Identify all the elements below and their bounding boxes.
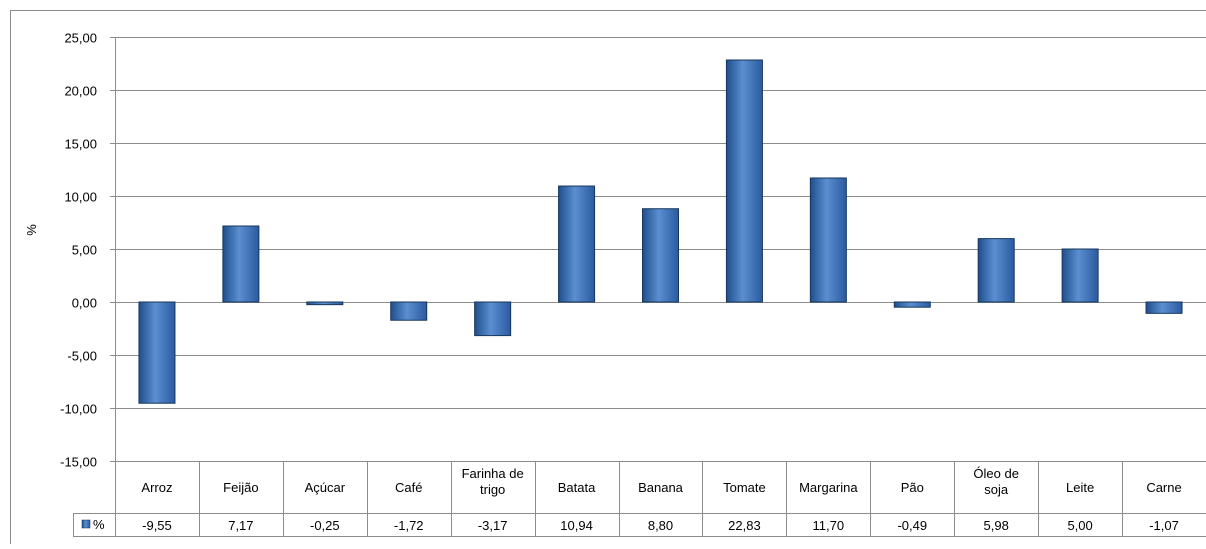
bar [307, 302, 343, 305]
data-label: -1,07 [1149, 518, 1179, 533]
x-tick-label: Arroz [141, 480, 172, 495]
x-tick-label: Café [395, 480, 422, 495]
y-tick-label: 25,00 [64, 31, 97, 46]
x-tick-label: Feijão [223, 480, 258, 495]
y-tick-label: 15,00 [64, 137, 97, 152]
bar [894, 302, 930, 307]
y-tick-label: 10,00 [64, 190, 97, 205]
bar [978, 239, 1014, 302]
bar [810, 178, 846, 302]
data-label: -3,17 [478, 518, 508, 533]
bar [223, 226, 259, 302]
legend-label: % [93, 517, 105, 532]
y-tick-label: -5,00 [67, 349, 97, 364]
x-tick-label: Banana [638, 480, 684, 495]
x-tick-label: Açúcar [305, 480, 346, 495]
bar [475, 302, 511, 336]
data-label: 7,17 [228, 518, 253, 533]
x-tick-label: Tomate [723, 480, 766, 495]
y-axis-label: % [24, 224, 39, 236]
y-tick-label: -10,00 [60, 402, 97, 417]
x-tick-label-line: Óleo de [973, 466, 1019, 481]
bar [139, 302, 175, 403]
x-tick-label-line: trigo [480, 482, 505, 497]
data-label: 8,80 [648, 518, 673, 533]
data-label: -0,25 [310, 518, 340, 533]
data-label: -0,49 [897, 518, 927, 533]
data-label: 11,70 [813, 518, 845, 533]
bar [559, 186, 595, 302]
bar [391, 302, 427, 320]
data-label: 22,83 [728, 518, 761, 533]
x-tick-label: Leite [1066, 480, 1094, 495]
x-tick-label: Carne [1146, 480, 1181, 495]
bar [726, 60, 762, 302]
bar [643, 209, 679, 302]
x-tick-label: Margarina [799, 480, 858, 495]
y-tick-label: -15,00 [60, 455, 97, 470]
data-label: -9,55 [142, 518, 172, 533]
data-label: 5,98 [984, 518, 1009, 533]
x-tick-label-line: soja [984, 482, 1009, 497]
bar [1146, 302, 1182, 313]
y-tick-label: 0,00 [72, 296, 97, 311]
x-tick-label: Batata [558, 480, 596, 495]
legend-swatch [82, 520, 90, 528]
y-tick-label: 5,00 [72, 243, 97, 258]
data-label: -1,72 [394, 518, 424, 533]
data-label: 5,00 [1067, 518, 1092, 533]
x-tick-label: Pão [901, 480, 924, 495]
bar [1062, 249, 1098, 302]
data-label: 10,94 [560, 518, 593, 533]
x-tick-label-line: Farinha de [462, 466, 524, 481]
y-tick-label: 20,00 [64, 84, 97, 99]
